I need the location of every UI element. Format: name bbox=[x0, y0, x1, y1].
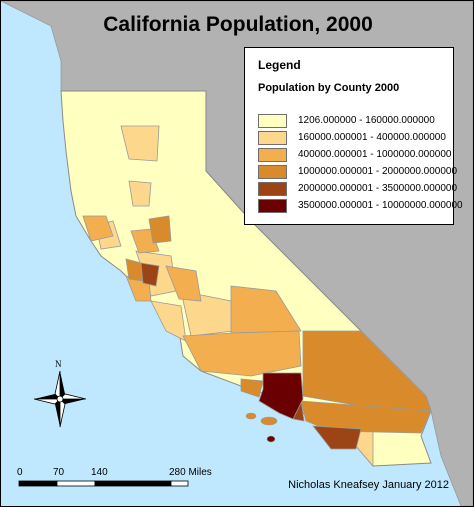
county-shape bbox=[165, 265, 202, 302]
county-shape bbox=[312, 425, 362, 450]
county-shape bbox=[120, 125, 160, 162]
county-shape bbox=[148, 215, 172, 244]
county-shape bbox=[128, 180, 152, 207]
legend-swatch bbox=[258, 199, 287, 213]
legend-label: 160000.000001 - 400000.000000 bbox=[298, 132, 446, 143]
scale-tick-label: 70 bbox=[53, 467, 65, 478]
scale-tick-label: 280 Miles bbox=[169, 467, 212, 478]
island-shape bbox=[266, 435, 276, 443]
island-shape bbox=[260, 416, 278, 426]
legend-swatch bbox=[258, 148, 287, 162]
legend-swatch bbox=[258, 131, 287, 145]
island-shape bbox=[245, 412, 257, 420]
county-shape bbox=[258, 372, 304, 420]
legend-swatch bbox=[258, 165, 287, 179]
legend-swatch bbox=[258, 182, 287, 196]
legend-box: Legend Population by County 2000 1206.00… bbox=[244, 47, 463, 225]
legend-label: 3500000.000001 - 10000000.000000 bbox=[298, 200, 463, 211]
map-title: California Population, 2000 bbox=[103, 13, 373, 36]
county-shape bbox=[82, 215, 114, 242]
map-credit: Nicholas Kneafsey January 2012 bbox=[288, 479, 449, 491]
scale-tick-label: 140 bbox=[91, 467, 108, 478]
legend-subtitle: Population by County 2000 bbox=[258, 82, 400, 94]
legend-swatch bbox=[258, 114, 287, 128]
scale-bar bbox=[18, 480, 189, 487]
legend-title: Legend bbox=[258, 58, 301, 72]
county-shape bbox=[300, 400, 432, 434]
scale-tick-label: 0 bbox=[17, 467, 23, 478]
legend-label: 1000000.000001 - 2000000.000000 bbox=[298, 166, 458, 177]
north-label: N bbox=[55, 359, 62, 369]
county-shape bbox=[150, 300, 187, 342]
compass-rose-icon bbox=[33, 370, 87, 428]
county-shape bbox=[240, 378, 264, 398]
legend-label: 400000.000001 - 1000000.000000 bbox=[298, 149, 452, 160]
county-shape bbox=[230, 285, 302, 334]
legend-label: 1206.000000 - 160000.000000 bbox=[298, 115, 435, 126]
county-shape bbox=[140, 262, 160, 287]
county-shape bbox=[182, 330, 302, 377]
legend-label: 2000000.000001 - 3500000.000000 bbox=[298, 183, 458, 194]
